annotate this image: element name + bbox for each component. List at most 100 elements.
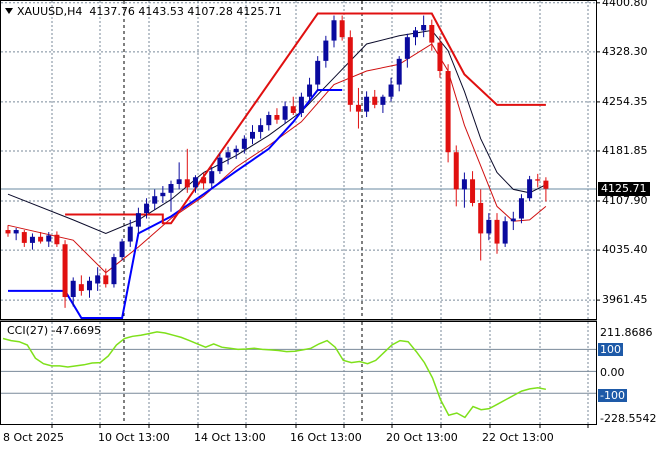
time-axis-label: 8 Oct 2025 bbox=[3, 431, 65, 444]
candle bbox=[355, 87, 361, 129]
price-tick-label: 4254.35 bbox=[602, 94, 648, 108]
candle bbox=[339, 15, 345, 41]
candle-body bbox=[87, 280, 92, 291]
candle bbox=[535, 173, 541, 188]
candle bbox=[421, 15, 427, 38]
candle-body bbox=[13, 230, 19, 234]
candle-body bbox=[160, 192, 166, 197]
candle bbox=[233, 145, 239, 159]
chart-header: XAUUSD,H4 4137.76 4143.53 4107.28 4125.7… bbox=[5, 5, 282, 18]
ohlc-values: 4137.76 4143.53 4107.28 4125.71 bbox=[89, 5, 282, 18]
candle bbox=[331, 15, 337, 48]
candle-body bbox=[323, 40, 329, 61]
candle-body bbox=[217, 157, 223, 172]
candle bbox=[494, 213, 500, 254]
price-tick-label: 4328.30 bbox=[602, 44, 648, 58]
candle bbox=[201, 172, 207, 190]
candle bbox=[429, 19, 435, 51]
time-axis-label: 10 Oct 13:00 bbox=[98, 431, 170, 444]
candle bbox=[266, 111, 272, 131]
symbol-label: XAUUSD,H4 bbox=[17, 5, 83, 18]
candle-body bbox=[388, 84, 394, 97]
candle bbox=[38, 232, 44, 244]
candle-body bbox=[209, 171, 215, 184]
candle-body bbox=[176, 179, 182, 185]
candle-body bbox=[152, 196, 158, 204]
candle-body bbox=[29, 236, 35, 243]
candle bbox=[21, 230, 27, 247]
cci-tick-label: -100 bbox=[598, 389, 627, 402]
price-panel-border bbox=[0, 0, 597, 320]
candle-body bbox=[380, 96, 386, 105]
time-axis-label: 20 Oct 13:00 bbox=[386, 431, 458, 444]
candle bbox=[437, 35, 443, 78]
candle bbox=[404, 33, 410, 68]
candle bbox=[160, 186, 166, 203]
time-axis-label: 14 Oct 13:00 bbox=[194, 431, 266, 444]
candle bbox=[307, 77, 313, 102]
candle bbox=[119, 238, 125, 261]
candle bbox=[127, 219, 133, 247]
candle-body bbox=[527, 179, 533, 199]
price-tick-label: 4400.80 bbox=[602, 0, 648, 9]
candle-body bbox=[437, 42, 443, 72]
candle bbox=[478, 189, 484, 261]
candle bbox=[461, 172, 467, 208]
candle bbox=[372, 89, 378, 109]
candle-body bbox=[5, 230, 11, 234]
candle-body bbox=[478, 202, 484, 234]
candle bbox=[396, 56, 402, 92]
candle bbox=[103, 268, 109, 288]
candle-body bbox=[429, 25, 435, 43]
candle bbox=[290, 96, 296, 116]
candle-body bbox=[339, 20, 345, 38]
price-tick-label: 4035.40 bbox=[602, 243, 648, 257]
candle bbox=[258, 118, 264, 139]
candle bbox=[315, 56, 321, 92]
candle-body bbox=[233, 148, 239, 153]
candle bbox=[527, 175, 533, 201]
candle bbox=[518, 194, 524, 224]
candle bbox=[380, 94, 386, 113]
candle-body bbox=[331, 20, 337, 41]
candle-body bbox=[119, 241, 125, 258]
collapse-triangle-icon[interactable] bbox=[5, 8, 13, 14]
cci-tick-label: -228.5542 bbox=[600, 412, 657, 425]
candle bbox=[54, 231, 60, 247]
price-tick-label: 4181.85 bbox=[602, 143, 648, 157]
candle bbox=[225, 146, 231, 165]
candle-body bbox=[266, 115, 272, 126]
candle-body bbox=[486, 219, 492, 234]
candle bbox=[152, 189, 158, 210]
candle bbox=[486, 213, 492, 241]
candle bbox=[347, 30, 353, 112]
candle-body bbox=[396, 58, 402, 85]
candle-body bbox=[421, 25, 427, 31]
candle-body bbox=[201, 177, 207, 184]
candle bbox=[5, 225, 11, 237]
candle-body bbox=[274, 115, 280, 120]
candle bbox=[282, 101, 288, 124]
candle bbox=[298, 92, 304, 118]
candle-body bbox=[184, 179, 190, 188]
cci-tick-label: 211.8686 bbox=[600, 326, 653, 339]
candle-body bbox=[502, 221, 508, 244]
candle-body bbox=[413, 30, 418, 38]
candle bbox=[502, 216, 508, 247]
candle bbox=[46, 232, 52, 247]
candle-body bbox=[372, 96, 378, 105]
trend-resistance-line bbox=[65, 12, 546, 225]
time-axis-label: 22 Oct 13:00 bbox=[482, 431, 554, 444]
candle bbox=[176, 162, 182, 190]
candle bbox=[453, 145, 459, 207]
candle-body bbox=[510, 218, 516, 222]
price-tick-label: 4107.90 bbox=[602, 194, 648, 207]
candle bbox=[445, 64, 451, 163]
candle-body bbox=[135, 213, 141, 227]
candle-body bbox=[103, 275, 109, 285]
candle bbox=[364, 91, 370, 118]
candle-body bbox=[250, 131, 255, 139]
candle-body bbox=[535, 179, 541, 181]
candle bbox=[274, 108, 280, 124]
